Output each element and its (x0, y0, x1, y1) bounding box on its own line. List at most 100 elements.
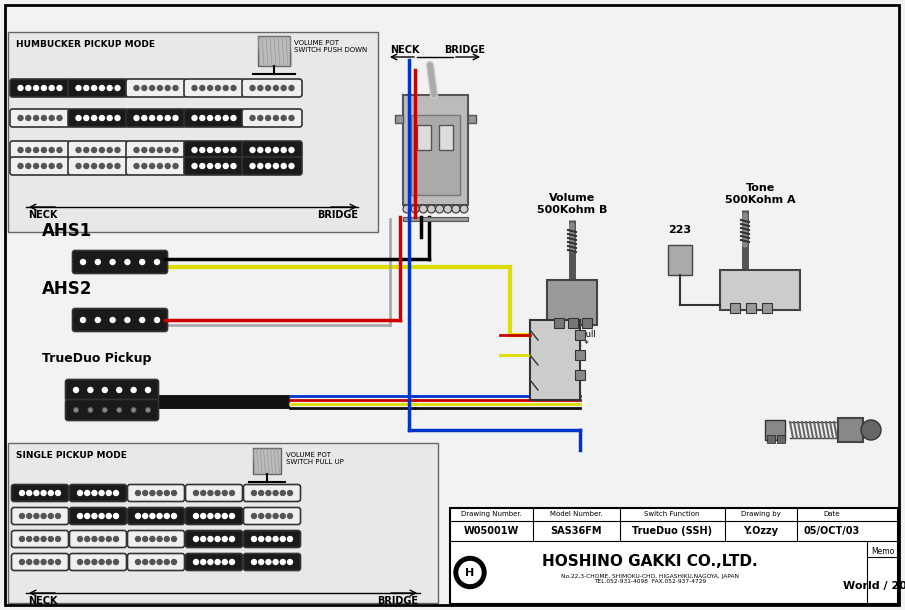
Circle shape (143, 537, 148, 542)
FancyBboxPatch shape (68, 79, 128, 97)
Circle shape (84, 115, 89, 121)
Circle shape (149, 115, 155, 121)
Circle shape (289, 115, 294, 121)
Bar (838, 418, 863, 442)
Circle shape (131, 387, 136, 392)
Circle shape (419, 205, 427, 213)
Circle shape (78, 490, 82, 495)
Circle shape (150, 537, 155, 542)
Circle shape (172, 559, 176, 564)
Bar (575, 370, 585, 380)
Circle shape (57, 163, 62, 168)
Circle shape (55, 559, 61, 564)
FancyBboxPatch shape (12, 553, 69, 570)
Circle shape (146, 387, 150, 392)
Bar (468, 115, 476, 123)
FancyBboxPatch shape (10, 141, 70, 159)
Circle shape (150, 559, 155, 564)
Circle shape (115, 115, 120, 121)
Circle shape (454, 556, 486, 589)
Text: VOLUME POT
SWITCH PULL UP: VOLUME POT SWITCH PULL UP (286, 452, 344, 465)
Circle shape (117, 387, 121, 392)
Circle shape (136, 559, 140, 564)
Circle shape (200, 115, 205, 121)
Text: No.22,3-CHOME, SHIMOKU-CHO, HIGASHIKU,NAGOYA, JAPAN
TEL.052-931-4098  FAX.052-93: No.22,3-CHOME, SHIMOKU-CHO, HIGASHIKU,NA… (561, 573, 739, 584)
Circle shape (134, 85, 139, 90)
Circle shape (231, 115, 236, 121)
Circle shape (27, 537, 32, 542)
Circle shape (107, 85, 112, 90)
Circle shape (106, 537, 111, 542)
Text: Volume
500Kohm B: Volume 500Kohm B (537, 193, 607, 215)
Circle shape (149, 148, 155, 152)
Circle shape (20, 559, 24, 564)
FancyBboxPatch shape (184, 157, 244, 175)
Circle shape (102, 407, 108, 412)
Circle shape (250, 85, 255, 90)
Circle shape (208, 490, 213, 495)
Circle shape (265, 85, 271, 90)
Circle shape (252, 490, 256, 495)
Text: TrueDuo (SSH): TrueDuo (SSH) (632, 526, 712, 536)
FancyBboxPatch shape (70, 484, 127, 501)
Circle shape (207, 163, 213, 168)
Circle shape (27, 490, 32, 495)
FancyBboxPatch shape (68, 141, 128, 159)
Circle shape (230, 490, 234, 495)
Circle shape (281, 559, 285, 564)
Circle shape (157, 85, 162, 90)
Circle shape (92, 514, 97, 518)
Circle shape (281, 163, 286, 168)
FancyBboxPatch shape (65, 379, 158, 401)
Circle shape (20, 514, 24, 518)
Text: HUMBUCKER PICKUP MODE: HUMBUCKER PICKUP MODE (16, 40, 155, 49)
Circle shape (250, 163, 255, 168)
Circle shape (259, 537, 263, 542)
Circle shape (78, 514, 82, 518)
Circle shape (115, 85, 120, 90)
Circle shape (41, 490, 46, 495)
Text: AHS2: AHS2 (42, 280, 92, 298)
Circle shape (136, 514, 140, 518)
Circle shape (142, 115, 147, 121)
Text: HOSHINO GAKKI CO.,LTD.: HOSHINO GAKKI CO.,LTD. (542, 553, 757, 569)
Circle shape (155, 317, 159, 323)
Bar (403, 95, 468, 205)
Circle shape (157, 163, 162, 168)
Circle shape (273, 490, 278, 495)
Circle shape (459, 561, 481, 584)
Circle shape (194, 537, 198, 542)
Circle shape (100, 163, 104, 168)
Circle shape (150, 514, 155, 518)
Circle shape (230, 559, 234, 564)
Circle shape (42, 148, 46, 152)
Bar (730, 303, 740, 313)
Circle shape (106, 490, 111, 495)
FancyBboxPatch shape (70, 553, 127, 570)
Circle shape (18, 115, 23, 121)
Circle shape (49, 163, 54, 168)
FancyBboxPatch shape (242, 141, 302, 159)
Circle shape (49, 148, 54, 152)
Circle shape (92, 559, 97, 564)
Circle shape (49, 85, 54, 90)
Circle shape (55, 490, 61, 495)
Circle shape (289, 85, 294, 90)
Circle shape (231, 148, 236, 152)
Bar (258, 36, 290, 66)
Circle shape (142, 85, 147, 90)
Bar (411, 115, 460, 195)
FancyBboxPatch shape (184, 109, 244, 127)
Circle shape (230, 537, 234, 542)
Circle shape (48, 559, 53, 564)
Text: W05001W: W05001W (463, 526, 519, 536)
Bar (568, 318, 578, 328)
Circle shape (57, 85, 62, 90)
Text: Switch Function: Switch Function (644, 511, 700, 517)
Text: Drawing Number.: Drawing Number. (461, 511, 521, 517)
Circle shape (288, 537, 292, 542)
Circle shape (157, 115, 162, 121)
Circle shape (76, 85, 81, 90)
Circle shape (165, 514, 169, 518)
Circle shape (201, 537, 205, 542)
